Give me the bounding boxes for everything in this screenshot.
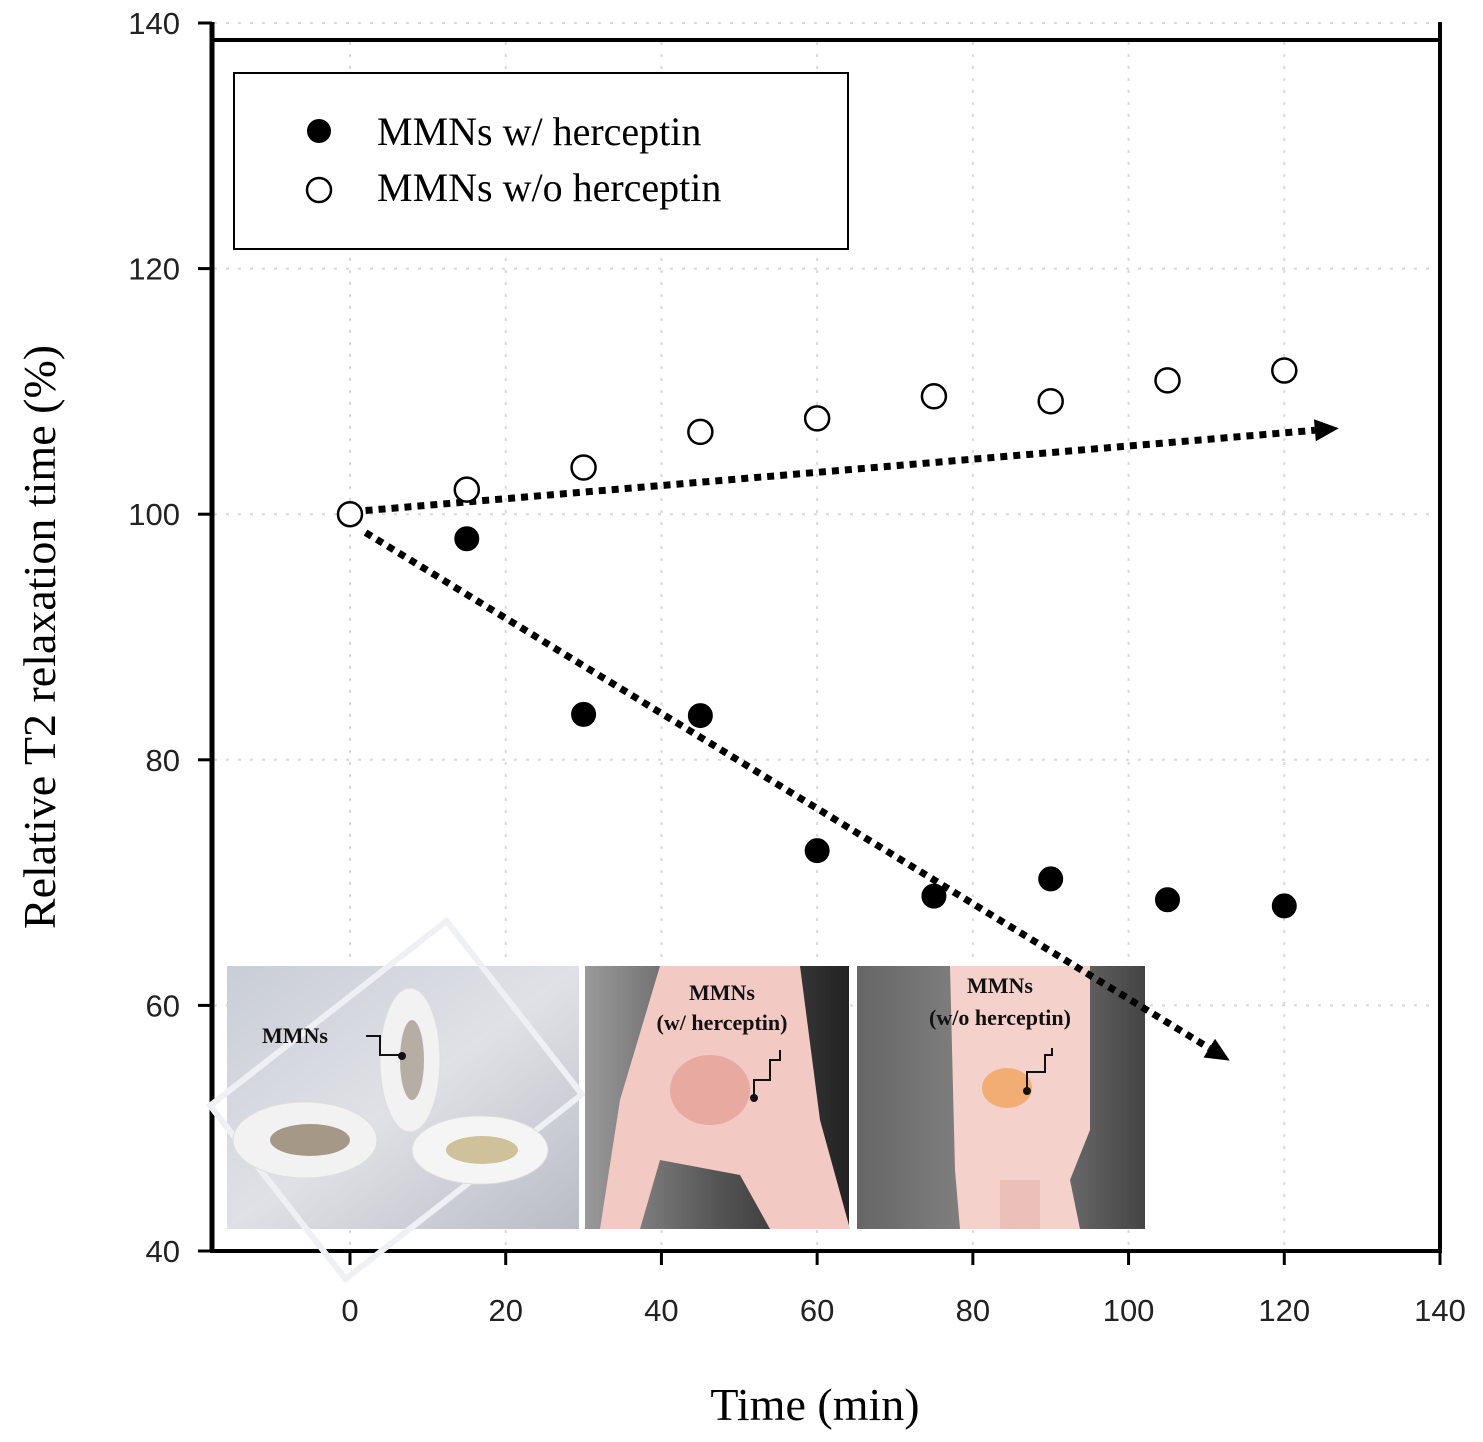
point-with-herceptin-45	[687, 703, 713, 729]
x-axis-title: Time (min)	[710, 1379, 919, 1430]
x-tick-label-20: 20	[488, 1293, 522, 1328]
gridlines	[214, 22, 1438, 1249]
y-tick-label-140: 140	[128, 6, 180, 41]
point-without-herceptin-45	[687, 418, 714, 446]
point-without-herceptin-75	[920, 383, 948, 410]
x-tick-label-100: 100	[1103, 1293, 1155, 1328]
point-without-herceptin-105	[1154, 367, 1181, 394]
legend-label-with-herceptin: MMNs w/ herceptin	[377, 109, 701, 154]
inset-label-with-herceptin-2: (w/ herceptin)	[657, 1010, 788, 1035]
point-without-herceptin-60	[803, 405, 831, 432]
legend-marker-with-herceptin	[307, 119, 331, 143]
x-tick-label-0: 0	[341, 1293, 358, 1328]
point-without-herceptin-90	[1037, 387, 1064, 415]
downward-trend-arrowhead	[1203, 1038, 1230, 1061]
x-tick-label-120: 120	[1258, 1293, 1310, 1328]
data-points	[336, 357, 1298, 919]
inset-photos: MMNs MMNs (w/ herceptin) MMNs (w/o herce…	[205, 916, 1145, 1284]
inset-label-mmns: MMNs	[262, 1023, 328, 1048]
inset-photo-patches	[205, 916, 587, 1284]
point-without-herceptin-30	[570, 454, 597, 481]
point-with-herceptin-75	[921, 883, 947, 909]
trend-arrows	[363, 419, 1339, 1061]
x-tick-label-60: 60	[800, 1293, 834, 1328]
upward-trend-arrowhead	[1313, 419, 1339, 442]
inset-label-with-herceptin-1: MMNs	[689, 980, 755, 1005]
inset-label-without-herceptin-1: MMNs	[967, 973, 1033, 998]
y-tick-label-60: 60	[146, 988, 180, 1023]
y-tick-label-80: 80	[146, 743, 180, 778]
x-tick-label-80: 80	[956, 1293, 990, 1328]
point-without-herceptin-120	[1271, 357, 1298, 384]
downward-trend-line	[363, 529, 1212, 1052]
point-with-herceptin-105	[1155, 887, 1180, 913]
point-without-herceptin-0	[336, 500, 364, 528]
y-axis-title: Relative T2 relaxation time (%)	[14, 345, 65, 929]
y-ticks: 40 60 80 100 120 140	[128, 6, 212, 1269]
x-ticks: 0 20 40 60 80 100 120 140	[341, 1251, 1466, 1328]
legend-marker-without-herceptin	[305, 176, 333, 204]
y-tick-label-100: 100	[128, 497, 180, 532]
inset-label-without-herceptin-2: (w/o herceptin)	[929, 1005, 1071, 1030]
point-with-herceptin-120	[1271, 893, 1297, 919]
y-tick-label-40: 40	[146, 1234, 180, 1269]
upward-trend-line	[365, 426, 1316, 515]
point-with-herceptin-30	[571, 701, 597, 727]
x-tick-label-40: 40	[644, 1293, 678, 1328]
legend: MMNs w/ herceptin MMNs w/o herceptin	[233, 72, 849, 250]
point-with-herceptin-90	[1038, 866, 1064, 892]
inset-photo-mouse-with	[585, 966, 850, 1229]
inset-photo-mouse-without	[857, 966, 1145, 1229]
x-tick-label-140: 140	[1414, 1293, 1466, 1328]
point-without-herceptin-15	[453, 476, 481, 503]
point-with-herceptin-15	[454, 526, 480, 552]
legend-label-without-herceptin: MMNs w/o herceptin	[377, 165, 721, 210]
y-tick-label-120: 120	[128, 252, 180, 287]
point-with-herceptin-60	[804, 838, 830, 864]
